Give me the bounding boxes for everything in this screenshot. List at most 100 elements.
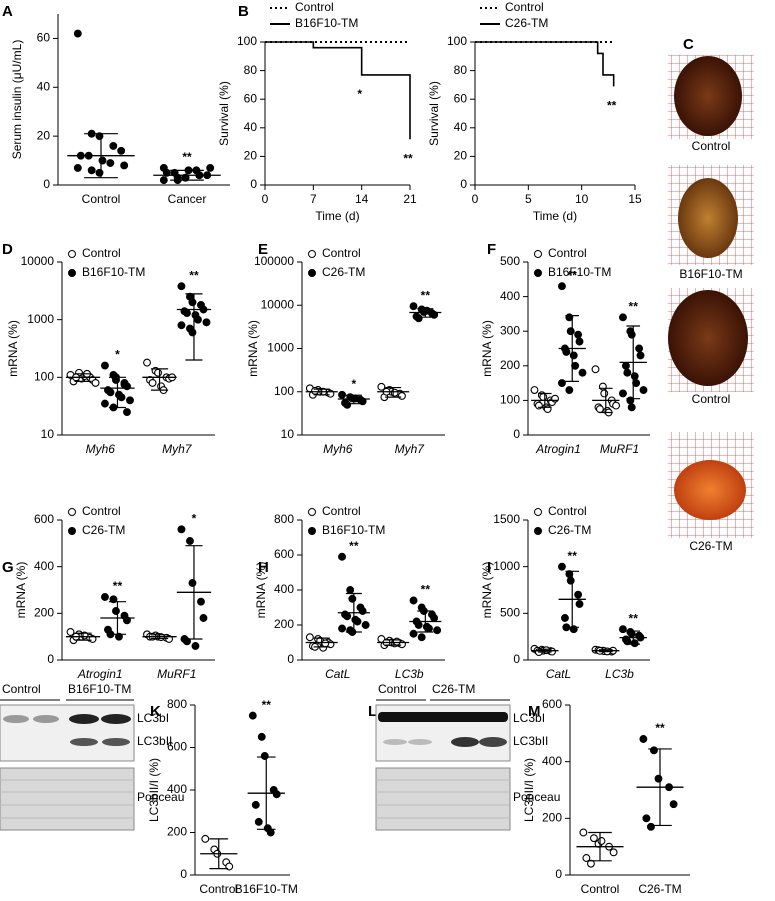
y-tick-label: 60 bbox=[244, 91, 258, 105]
significance: ** bbox=[568, 549, 578, 563]
sd-bar bbox=[313, 637, 330, 648]
band bbox=[378, 712, 508, 722]
significance: ** bbox=[262, 698, 272, 712]
y-tick-label: 200 bbox=[167, 825, 187, 839]
data-point bbox=[630, 639, 639, 648]
data-point bbox=[654, 774, 663, 783]
sd-bar bbox=[417, 308, 434, 318]
sd-bar bbox=[588, 831, 612, 862]
data-point bbox=[66, 628, 75, 636]
significance: * bbox=[192, 512, 197, 526]
y-tick-label: 800 bbox=[167, 697, 187, 711]
data-point bbox=[266, 828, 275, 837]
x-tick-label: Control bbox=[199, 882, 238, 896]
data-point bbox=[377, 382, 386, 391]
y-tick-label: 100 bbox=[237, 34, 257, 48]
data-point bbox=[589, 834, 598, 843]
data-point bbox=[186, 537, 194, 545]
significance: ** bbox=[421, 583, 431, 597]
data-point bbox=[257, 732, 266, 741]
x-tick-label: Control bbox=[581, 882, 620, 896]
x-tick-label: 7 bbox=[310, 192, 317, 206]
y-tick-label: 40 bbox=[244, 120, 258, 134]
panel-letter: D bbox=[2, 241, 13, 258]
data-point bbox=[106, 159, 115, 167]
y-tick-label: 1000 bbox=[493, 559, 520, 573]
data-point bbox=[575, 337, 584, 346]
data-point bbox=[649, 746, 658, 755]
data-point bbox=[206, 163, 215, 172]
data-point bbox=[551, 394, 560, 403]
sd-bar bbox=[150, 634, 169, 640]
x-tick-label: Myh7 bbox=[395, 442, 426, 456]
sd-bar bbox=[417, 610, 434, 633]
significance: ** bbox=[349, 539, 359, 553]
y-tick-label: 600 bbox=[167, 740, 187, 754]
data-point bbox=[73, 163, 82, 172]
data-point bbox=[115, 632, 123, 641]
data-point bbox=[630, 372, 639, 381]
sd-bar bbox=[256, 756, 276, 830]
legend-label: Control bbox=[82, 504, 121, 518]
y-tick-label: 20 bbox=[244, 149, 258, 163]
data-point bbox=[191, 642, 200, 650]
y-tick-label: 0 bbox=[513, 652, 520, 666]
y-tick-label: 100 bbox=[500, 393, 520, 407]
data-point bbox=[534, 401, 543, 410]
x-axis-label: Time (d) bbox=[315, 209, 359, 223]
legend-label: Control bbox=[322, 504, 361, 518]
x-tick-label: Myh6 bbox=[323, 442, 353, 456]
x-tick-label: CatL bbox=[546, 667, 571, 681]
data-point bbox=[254, 817, 263, 826]
data-point bbox=[154, 368, 162, 377]
panel-letter: F bbox=[487, 241, 496, 258]
legend-label: B16F10-TM bbox=[322, 523, 385, 537]
data-point bbox=[100, 593, 109, 601]
data-point bbox=[183, 309, 191, 318]
y-tick-label: 600 bbox=[34, 512, 54, 526]
significance: * bbox=[115, 348, 120, 362]
data-point bbox=[120, 380, 129, 389]
data-point bbox=[98, 156, 107, 165]
data-point bbox=[600, 389, 609, 398]
band bbox=[69, 714, 99, 724]
panel-letter: B bbox=[238, 3, 249, 20]
sd-bar bbox=[185, 545, 203, 640]
data-point bbox=[409, 302, 418, 311]
y-tick-label: 20 bbox=[454, 149, 468, 163]
data-point bbox=[636, 351, 645, 360]
legend-marker bbox=[308, 250, 316, 258]
data-point bbox=[582, 854, 591, 862]
data-point bbox=[669, 800, 678, 809]
data-point bbox=[430, 614, 439, 622]
sd-bar bbox=[626, 325, 641, 400]
data-point bbox=[392, 637, 401, 646]
blot: L Control C26-TM LC3bI LC3bII Ponceau bbox=[368, 682, 560, 831]
legend-label: C26-TM bbox=[322, 265, 365, 279]
data-point bbox=[343, 400, 352, 409]
panel-letter: C bbox=[683, 36, 694, 53]
sd-bar bbox=[108, 376, 127, 409]
data-point bbox=[574, 590, 583, 599]
data-point bbox=[627, 330, 636, 339]
data-point bbox=[109, 595, 118, 604]
ponceau-bands bbox=[376, 779, 510, 819]
legend-label: Control bbox=[295, 0, 334, 14]
band-label: LC3bI bbox=[137, 711, 169, 725]
legend-marker bbox=[308, 508, 316, 516]
data-point bbox=[618, 313, 627, 322]
y-tick-label: 0 bbox=[250, 177, 257, 191]
y-tick-label: 1500 bbox=[493, 512, 520, 526]
band bbox=[451, 737, 479, 747]
data-point bbox=[417, 633, 426, 642]
data-point bbox=[398, 391, 406, 400]
data-point bbox=[123, 408, 131, 417]
data-point bbox=[117, 393, 126, 402]
legend-label: Control bbox=[548, 246, 587, 260]
y-tick-label: 200 bbox=[274, 617, 294, 631]
photo-label: B16F10-TM bbox=[679, 267, 742, 281]
data-point bbox=[565, 386, 574, 394]
y-tick-label: 10 bbox=[281, 427, 295, 441]
data-point bbox=[574, 330, 583, 339]
